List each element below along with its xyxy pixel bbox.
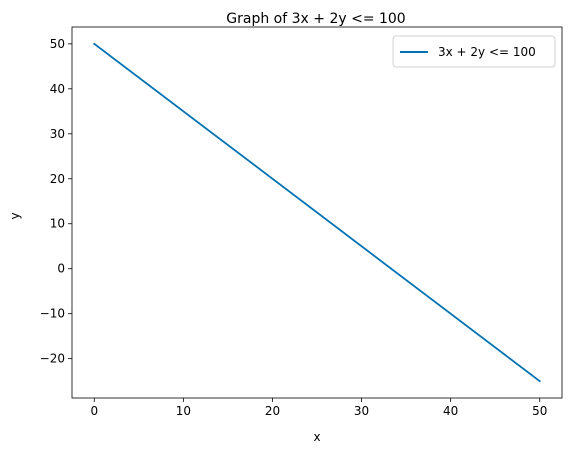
legend: 3x + 2y <= 100: [392, 35, 556, 68]
y-tick-label: 10: [50, 217, 65, 231]
x-tick-label: 0: [90, 404, 98, 418]
legend-box: [392, 35, 556, 68]
y-tick-label: 0: [57, 262, 65, 276]
y-axis-label: y: [8, 212, 22, 219]
series-layer: [93, 42, 541, 383]
legend-entry-label: 3x + 2y <= 100: [438, 45, 536, 59]
x-tick-label: 50: [532, 404, 547, 418]
x-tick-label: 20: [265, 404, 280, 418]
y-tick-label: −20: [40, 352, 65, 366]
x-tick-label: 30: [354, 404, 369, 418]
x-axis-label: x: [313, 430, 320, 444]
y-tick-label: 50: [50, 37, 65, 51]
y-axis-ticks: −20 −10 0 10 20 30 40 50: [40, 37, 72, 366]
series-line-0: [93, 42, 541, 383]
x-tick-label: 10: [176, 404, 191, 418]
y-tick-label: 20: [50, 172, 65, 186]
y-tick-label: 40: [50, 82, 65, 96]
x-axis-ticks: 0 10 20 30 40 50: [90, 398, 547, 418]
y-tick-label: −10: [40, 307, 65, 321]
chart-title: Graph of 3x + 2y <= 100: [226, 11, 405, 27]
x-tick-label: 40: [443, 404, 458, 418]
y-tick-label: 30: [50, 127, 65, 141]
